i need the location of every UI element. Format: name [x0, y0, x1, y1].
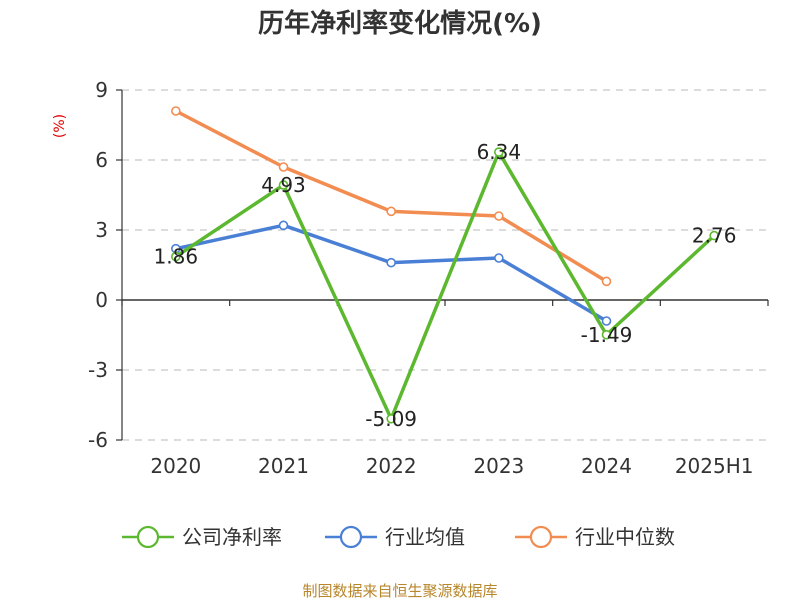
legend-item-1: 行业均值	[325, 525, 465, 549]
data-point-1	[386, 257, 396, 268]
legend-item-2: 行业中位数	[515, 525, 675, 549]
data-label: -1.49	[581, 323, 633, 347]
y-tick-label: 6	[95, 148, 108, 172]
x-tick-label: 2020	[150, 454, 201, 478]
data-point-0	[386, 413, 396, 424]
legend-marker	[136, 525, 160, 549]
axes	[116, 89, 769, 441]
y-tick-label: 3	[95, 218, 108, 242]
data-point-0	[601, 329, 612, 340]
series-line-1	[174, 223, 609, 323]
data-point-2	[386, 206, 396, 217]
data-point-1	[278, 220, 289, 231]
x-tick-label: 2023	[473, 454, 524, 478]
source-note: 制图数据来自恒生聚源数据库	[302, 582, 497, 600]
x-tick-label: 2022	[366, 454, 417, 478]
y-tick-label: 9	[95, 78, 108, 102]
series-lines	[174, 109, 716, 421]
x-tick-label: 2021	[258, 454, 309, 478]
data-point-2	[171, 106, 181, 116]
data-label: -5.09	[365, 407, 417, 431]
y-tick-label: -3	[88, 358, 108, 382]
chart-title: 历年净利率变化情况(%)	[258, 8, 542, 39]
data-point-2	[494, 211, 504, 221]
x-tick-label: 2025H1	[675, 454, 754, 478]
legend-label: 公司净利率	[182, 525, 282, 549]
grid	[122, 89, 768, 441]
legend: 公司净利率 行业均值 行业中位数	[122, 525, 675, 549]
data-point-2	[601, 276, 612, 287]
data-point-0	[171, 251, 181, 262]
x-tick-label: 2024	[581, 454, 632, 478]
data-point-0	[278, 180, 289, 190]
y-tick-label: -6	[88, 428, 108, 452]
data-label: 2.76	[692, 224, 737, 248]
y-axis-label: (%)	[52, 114, 68, 138]
data-label: 6.34	[477, 140, 522, 164]
y-tick-labels: 9 6 3 0 -3 -6	[88, 78, 108, 452]
series-line-2	[174, 109, 609, 284]
data-point-2	[278, 162, 289, 172]
legend-item-0: 公司净利率	[122, 525, 282, 549]
data-point-0	[709, 230, 719, 241]
data-point-0	[494, 147, 504, 157]
data-label: 1.86	[154, 245, 199, 269]
data-labels: 1.86 4.93 -5.09 6.34 -1.49 2.76	[154, 140, 737, 431]
legend-label: 行业中位数	[575, 525, 675, 549]
legend-marker	[339, 525, 363, 549]
series-line-0	[174, 150, 716, 421]
data-label: 4.93	[261, 173, 306, 197]
data-point-1	[601, 316, 612, 326]
data-point-1	[494, 253, 504, 263]
series-points	[171, 106, 719, 424]
legend-label: 行业均值	[385, 525, 465, 549]
y-tick-label: 0	[95, 288, 108, 312]
legend-marker	[529, 525, 553, 549]
x-tick-labels: 2020 2021 2022 2023 2024 2025H1	[150, 454, 753, 478]
